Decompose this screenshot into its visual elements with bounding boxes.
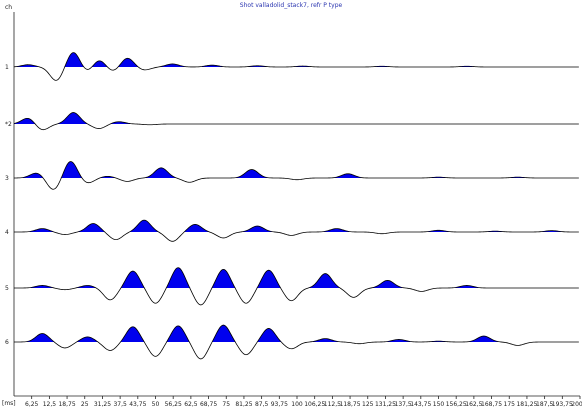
x-tick-label: 156,25: [446, 401, 467, 408]
x-tick-label: 31,25: [94, 401, 111, 408]
trace-line-5: [14, 267, 579, 306]
chart-title: Shot valladolid_stack7, refr P type: [240, 2, 343, 9]
x-tick-label: 6,25: [25, 401, 39, 408]
x-tick-label: 193,75: [552, 401, 573, 408]
trace-line-2: [13, 112, 579, 131]
trace-line-6: [14, 324, 579, 360]
x-tick-label: 62,5: [184, 401, 198, 408]
x-tick-label: 93,75: [271, 401, 288, 408]
trace-fill-2: [14, 112, 580, 124]
x-tick-label: 131,25: [375, 401, 396, 408]
x-tick-label: 87,5: [255, 401, 269, 408]
x-tick-label: 43,75: [129, 401, 146, 408]
trace-line-4: [14, 219, 579, 242]
x-tick-label: 100: [291, 401, 303, 408]
x-tick-label: 175: [504, 401, 516, 408]
x-tick-label: 81,25: [235, 401, 252, 408]
x-tick-label: 143,75: [410, 401, 431, 408]
channel-label-4: 4: [5, 229, 9, 236]
x-tick-label: 125: [362, 401, 374, 408]
x-tick-label: 56,25: [165, 401, 182, 408]
x-tick-label: 50: [152, 401, 160, 408]
x-tick-label: 106,25: [304, 401, 325, 408]
x-tick-label: 162,5: [465, 401, 482, 408]
x-axis-label: [ms]: [2, 400, 16, 407]
trace-line-3: [13, 161, 579, 190]
channel-label-6: 6: [5, 339, 9, 346]
x-tick-label: 37,5: [113, 401, 127, 408]
trace-fill-1: [14, 52, 580, 67]
x-tick-label: 187,5: [536, 401, 553, 408]
x-tick-label: 200: [571, 401, 582, 408]
trace-fill-6: [14, 325, 580, 342]
y-axis-label: ch: [5, 4, 12, 11]
x-tick-label: 18,75: [58, 401, 75, 408]
x-tick-label: 118,75: [340, 401, 361, 408]
x-tick-label: 168,75: [481, 401, 502, 408]
channel-label-3: 3: [5, 175, 9, 182]
channel-label-2: *2: [5, 121, 12, 128]
x-tick-label: 68,75: [200, 401, 217, 408]
x-tick-label: 75: [222, 401, 230, 408]
x-tick-label: 12,5: [43, 401, 57, 408]
x-tick-label: 181,25: [516, 401, 537, 408]
x-tick-label: 137,5: [395, 401, 412, 408]
x-tick-label: 150: [433, 401, 445, 408]
trace-fill-3: [14, 161, 580, 178]
channel-label-1: 1: [5, 64, 9, 71]
trace-fill-5: [14, 267, 580, 288]
x-tick-label: 25: [81, 401, 89, 408]
channel-label-5: 5: [5, 285, 9, 292]
x-tick-label: 112,5: [324, 401, 341, 408]
trace-line-1: [13, 52, 579, 81]
